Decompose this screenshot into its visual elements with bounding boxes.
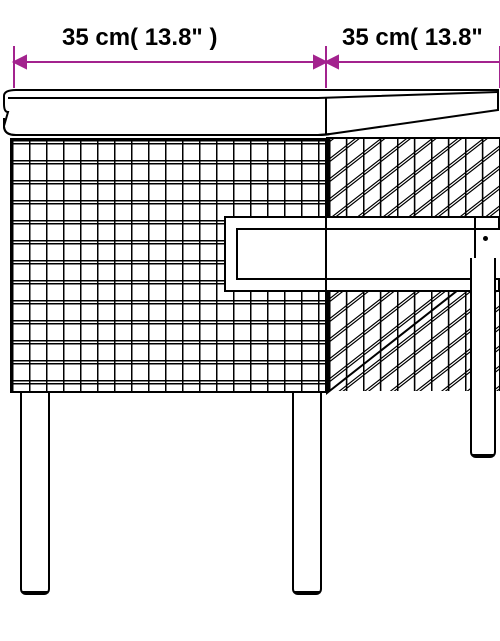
support-bar-inner (236, 228, 500, 280)
front-panel-right-border (325, 138, 327, 393)
rivet-top (483, 236, 488, 241)
dim-label-side: 35 cm( 13.8" (342, 24, 483, 52)
front-panel-right-edge-overlap (10, 138, 224, 393)
diagram-stage: 35 cm( 13.8" ) 35 cm( 13.8" (0, 0, 500, 641)
leg-front-right (292, 393, 322, 595)
leg-back-right (470, 258, 496, 458)
dim-label-front: 35 cm( 13.8" ) (62, 24, 217, 52)
leg-front-left (20, 393, 50, 595)
